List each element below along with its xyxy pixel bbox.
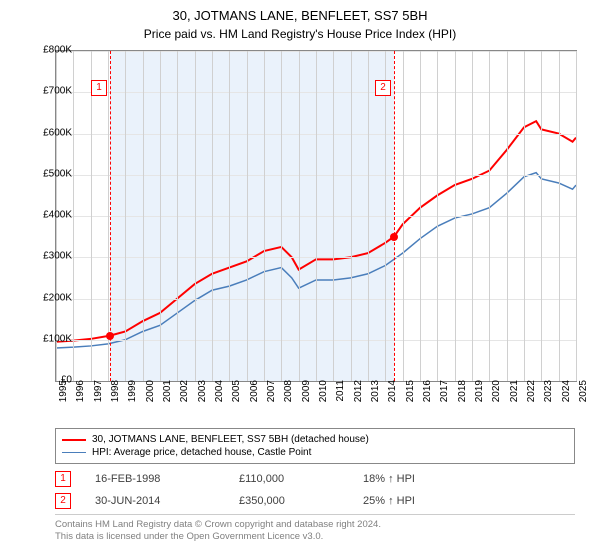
row-marker: 2	[55, 493, 71, 509]
gridline-v	[351, 51, 352, 381]
x-axis-label: 2025	[578, 380, 589, 420]
gridline-v	[264, 51, 265, 381]
gridline-v	[455, 51, 456, 381]
table-row: 2 30-JUN-2014 £350,000 25% ↑ HPI	[55, 490, 575, 512]
gridline-v	[576, 51, 577, 381]
footer-line2: This data is licensed under the Open Gov…	[55, 531, 323, 542]
gridline-v	[143, 51, 144, 381]
gridline-v	[91, 51, 92, 381]
x-axis-label: 2003	[197, 380, 208, 420]
gridline-v	[368, 51, 369, 381]
y-axis-label: £500K	[43, 168, 72, 179]
gridline-v	[541, 51, 542, 381]
x-axis-label: 2016	[422, 380, 433, 420]
row-hpi: 25% ↑ HPI	[363, 495, 483, 507]
gridline-v	[160, 51, 161, 381]
legend-box: 30, JOTMANS LANE, BENFLEET, SS7 5BH (det…	[55, 428, 575, 464]
legend-swatch	[62, 439, 86, 441]
row-hpi: 18% ↑ HPI	[363, 473, 483, 485]
gridline-v	[299, 51, 300, 381]
legend-row: HPI: Average price, detached house, Cast…	[62, 446, 568, 459]
x-axis-label: 2000	[145, 380, 156, 420]
x-axis-label: 2017	[439, 380, 450, 420]
gridline-v	[489, 51, 490, 381]
y-axis-label: £800K	[43, 45, 72, 56]
row-marker: 1	[55, 471, 71, 487]
gridline-v	[177, 51, 178, 381]
x-axis-label: 2001	[162, 380, 173, 420]
event-vline	[394, 51, 395, 381]
legend-swatch	[62, 452, 86, 454]
x-axis-label: 2009	[301, 380, 312, 420]
gridline-v	[385, 51, 386, 381]
x-axis-label: 1995	[58, 380, 69, 420]
x-axis-label: 2006	[249, 380, 260, 420]
gridline-v	[559, 51, 560, 381]
x-axis-label: 2024	[561, 380, 572, 420]
y-axis-label: £700K	[43, 86, 72, 97]
x-axis-label: 2013	[370, 380, 381, 420]
chart-title-sub: Price paid vs. HM Land Registry's House …	[0, 23, 600, 41]
legend-row: 30, JOTMANS LANE, BENFLEET, SS7 5BH (det…	[62, 433, 568, 446]
x-axis-label: 2004	[214, 380, 225, 420]
x-axis-label: 2010	[318, 380, 329, 420]
y-axis-label: £200K	[43, 292, 72, 303]
x-axis-label: 2020	[491, 380, 502, 420]
gridline-v	[229, 51, 230, 381]
gridline-v	[420, 51, 421, 381]
footer-line1: Contains HM Land Registry data © Crown c…	[55, 519, 381, 530]
x-axis-label: 2007	[266, 380, 277, 420]
x-axis-label: 2011	[335, 380, 346, 420]
x-axis-label: 2008	[283, 380, 294, 420]
gridline-v	[437, 51, 438, 381]
x-axis-label: 2014	[387, 380, 398, 420]
gridline-v	[247, 51, 248, 381]
gridline-v	[403, 51, 404, 381]
gridline-v	[333, 51, 334, 381]
x-axis-label: 2018	[457, 380, 468, 420]
x-axis-label: 1998	[110, 380, 121, 420]
x-axis-label: 2005	[231, 380, 242, 420]
plot-area	[55, 50, 577, 382]
row-date: 16-FEB-1998	[95, 473, 215, 485]
chart-title-address: 30, JOTMANS LANE, BENFLEET, SS7 5BH	[0, 0, 600, 23]
x-axis-label: 2019	[474, 380, 485, 420]
x-axis-label: 2002	[179, 380, 190, 420]
gridline-v	[73, 51, 74, 381]
gridline-v	[281, 51, 282, 381]
x-axis-label: 2023	[543, 380, 554, 420]
row-price: £110,000	[239, 473, 339, 485]
gridline-v	[524, 51, 525, 381]
gridline-v	[125, 51, 126, 381]
x-axis-label: 2021	[509, 380, 520, 420]
x-axis-label: 2012	[353, 380, 364, 420]
gridline-v	[212, 51, 213, 381]
x-axis-label: 1999	[127, 380, 138, 420]
gridline-v	[472, 51, 473, 381]
event-marker-box: 1	[91, 80, 107, 96]
table-row: 1 16-FEB-1998 £110,000 18% ↑ HPI	[55, 468, 575, 490]
legend-label: HPI: Average price, detached house, Cast…	[92, 447, 311, 458]
gridline-v	[195, 51, 196, 381]
x-axis-label: 2022	[526, 380, 537, 420]
row-date: 30-JUN-2014	[95, 495, 215, 507]
y-axis-label: £300K	[43, 251, 72, 262]
x-axis-label: 1997	[93, 380, 104, 420]
event-marker-box: 2	[375, 80, 391, 96]
x-axis-label: 1996	[75, 380, 86, 420]
event-dot	[390, 233, 398, 241]
transaction-table: 1 16-FEB-1998 £110,000 18% ↑ HPI 2 30-JUN-201…	[55, 468, 575, 512]
gridline-v	[507, 51, 508, 381]
y-axis-label: £600K	[43, 127, 72, 138]
y-axis-label: £400K	[43, 210, 72, 221]
row-price: £350,000	[239, 495, 339, 507]
footer-attribution: Contains HM Land Registry data © Crown c…	[55, 514, 575, 544]
event-dot	[106, 332, 114, 340]
x-axis-label: 2015	[405, 380, 416, 420]
chart-container: 30, JOTMANS LANE, BENFLEET, SS7 5BH Pric…	[0, 0, 600, 560]
gridline-v	[316, 51, 317, 381]
legend-label: 30, JOTMANS LANE, BENFLEET, SS7 5BH (det…	[92, 434, 369, 445]
y-axis-label: £100K	[43, 333, 72, 344]
